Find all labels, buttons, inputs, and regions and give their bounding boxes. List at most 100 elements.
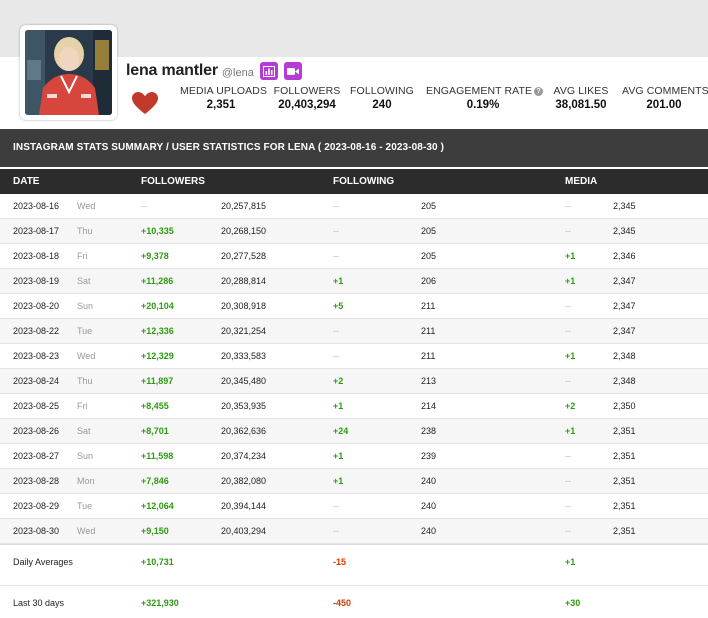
daily-averages-following: -15 xyxy=(333,557,347,567)
stat-value: 0.19% xyxy=(466,99,500,111)
row-media-change: +1 xyxy=(565,251,576,261)
row-media-change: +1 xyxy=(565,276,576,286)
row-following-change: -- xyxy=(333,251,339,261)
row-weekday: Sun xyxy=(77,451,94,461)
row-date: 2023-08-23 xyxy=(13,351,60,361)
row-following-change: +1 xyxy=(333,276,344,286)
profile-name: lena mantler xyxy=(126,62,218,79)
row-followers-change: +11,286 xyxy=(141,276,174,286)
column-header-following[interactable]: FOLLOWING xyxy=(333,176,395,187)
row-media-total: 2,348 xyxy=(613,376,636,386)
row-weekday: Wed xyxy=(77,351,96,361)
row-media-total: 2,351 xyxy=(613,526,636,536)
row-following-total: 206 xyxy=(421,276,437,286)
last-30-days-followers: +321,930 xyxy=(141,598,179,608)
row-media-change: -- xyxy=(565,451,571,461)
row-weekday: Mon xyxy=(77,476,95,486)
last-30-days-media: +30 xyxy=(565,598,581,608)
last-30-days-row: Last 30 days +321,930 -450 +30 xyxy=(0,585,708,618)
row-weekday: Thu xyxy=(77,376,93,386)
stat-value: 240 xyxy=(372,99,392,111)
table-row: 2023-08-29 Tue +12,064 20,394,144 -- 240 -- 2,3… xyxy=(0,494,708,519)
table-row: 2023-08-19 Sat +11,286 20,288,814 +1 206 +1 2,3… xyxy=(0,269,708,294)
row-media-change: -- xyxy=(565,376,571,386)
row-followers-change: +10,335 xyxy=(141,226,174,236)
row-media-total: 2,345 xyxy=(613,226,636,236)
row-following-total: 238 xyxy=(421,426,437,436)
row-media-total: 2,351 xyxy=(613,426,636,436)
stat-media-uploads: MEDIA UPLOADS 2,351 xyxy=(180,85,268,111)
row-date: 2023-08-20 xyxy=(13,301,60,311)
row-date: 2023-08-22 xyxy=(13,326,60,336)
stat-label: AVG LIKES xyxy=(553,85,609,97)
row-followers-total: 20,362,636 xyxy=(221,426,267,436)
row-followers-change: +8,701 xyxy=(141,426,169,436)
row-following-change: +5 xyxy=(333,301,344,311)
stat-avg-likes: AVG LIKES 38,081.50 xyxy=(550,85,612,111)
row-date: 2023-08-29 xyxy=(13,501,60,511)
avatar[interactable] xyxy=(25,30,112,115)
row-weekday: Thu xyxy=(77,226,93,236)
stats-table: 2023-08-16 Wed -- 20,257,815 -- 205 -- 2,345 202… xyxy=(0,194,708,544)
row-media-total: 2,351 xyxy=(613,501,636,511)
row-following-change: -- xyxy=(333,201,339,211)
table-row: 2023-08-28 Mon +7,846 20,382,080 +1 240 -- 2,35… xyxy=(0,469,708,494)
stat-followers: FOLLOWERS 20,403,294 xyxy=(273,85,341,111)
row-following-total: 239 xyxy=(421,451,437,461)
row-weekday: Sat xyxy=(77,276,91,286)
row-date: 2023-08-30 xyxy=(13,526,60,536)
row-media-change: -- xyxy=(565,526,571,536)
row-following-total: 205 xyxy=(421,226,437,236)
row-weekday: Tue xyxy=(77,501,93,511)
profile-handle: @lena xyxy=(221,66,254,79)
row-followers-total: 20,308,918 xyxy=(221,301,267,311)
row-media-change: -- xyxy=(565,476,571,486)
column-header-media[interactable]: MEDIA xyxy=(565,176,598,187)
last-30-days-following: -450 xyxy=(333,598,352,608)
row-media-total: 2,347 xyxy=(613,326,636,336)
avatar-frame[interactable] xyxy=(20,25,117,120)
table-row: 2023-08-30 Wed +9,150 20,403,294 -- 240 -- 2,35… xyxy=(0,519,708,544)
table-row: 2023-08-25 Fri +8,455 20,353,935 +1 214 +2 2,35… xyxy=(0,394,708,419)
row-media-total: 2,347 xyxy=(613,276,636,286)
row-weekday: Wed xyxy=(77,201,96,211)
row-followers-total: 20,321,254 xyxy=(221,326,267,336)
row-media-change: -- xyxy=(565,501,571,511)
row-followers-change: +12,064 xyxy=(141,501,174,511)
heart-icon[interactable] xyxy=(131,91,159,115)
row-following-total: 205 xyxy=(421,251,437,261)
summary-title: INSTAGRAM STATS SUMMARY / USER STATISTIC… xyxy=(0,129,708,167)
row-followers-total: 20,288,814 xyxy=(221,276,267,286)
stat-label: FOLLOWERS xyxy=(273,85,341,97)
row-followers-total: 20,353,935 xyxy=(221,401,267,411)
row-weekday: Sun xyxy=(77,301,94,311)
row-following-change: -- xyxy=(333,501,339,511)
daily-averages-followers: +10,731 xyxy=(141,557,174,567)
stat-engagement-rate: ENGAGEMENT RATE? 0.19% xyxy=(426,85,544,111)
row-following-change: -- xyxy=(333,351,339,361)
row-following-total: 205 xyxy=(421,201,437,211)
row-followers-total: 20,257,815 xyxy=(221,201,267,211)
table-row: 2023-08-22 Tue +12,336 20,321,254 -- 211 -- 2,3… xyxy=(0,319,708,344)
chart-icon[interactable] xyxy=(259,62,278,80)
row-media-change: -- xyxy=(565,201,571,211)
column-header-followers[interactable]: FOLLOWERS xyxy=(141,176,205,187)
row-date: 2023-08-28 xyxy=(13,476,60,486)
row-following-total: 211 xyxy=(421,351,436,361)
row-weekday: Fri xyxy=(77,401,88,411)
profile-name-row: lena mantler @lena xyxy=(126,61,302,81)
header-band xyxy=(0,0,708,57)
table-row: 2023-08-17 Thu +10,335 20,268,150 -- 205 -- 2,3… xyxy=(0,219,708,244)
row-following-total: 214 xyxy=(421,401,437,411)
row-followers-total: 20,394,144 xyxy=(221,501,267,511)
row-followers-total: 20,374,234 xyxy=(221,451,267,461)
row-followers-change: +7,846 xyxy=(141,476,169,486)
row-weekday: Tue xyxy=(77,326,93,336)
daily-averages-row: Daily Averages +10,731 -15 +1 xyxy=(0,544,708,584)
row-following-change: +1 xyxy=(333,476,344,486)
stat-label: MEDIA UPLOADS xyxy=(180,85,268,97)
row-followers-change: +20,104 xyxy=(141,301,174,311)
help-icon[interactable]: ? xyxy=(534,87,544,96)
column-header-date[interactable]: DATE xyxy=(13,176,40,187)
video-camera-icon[interactable] xyxy=(283,62,302,80)
